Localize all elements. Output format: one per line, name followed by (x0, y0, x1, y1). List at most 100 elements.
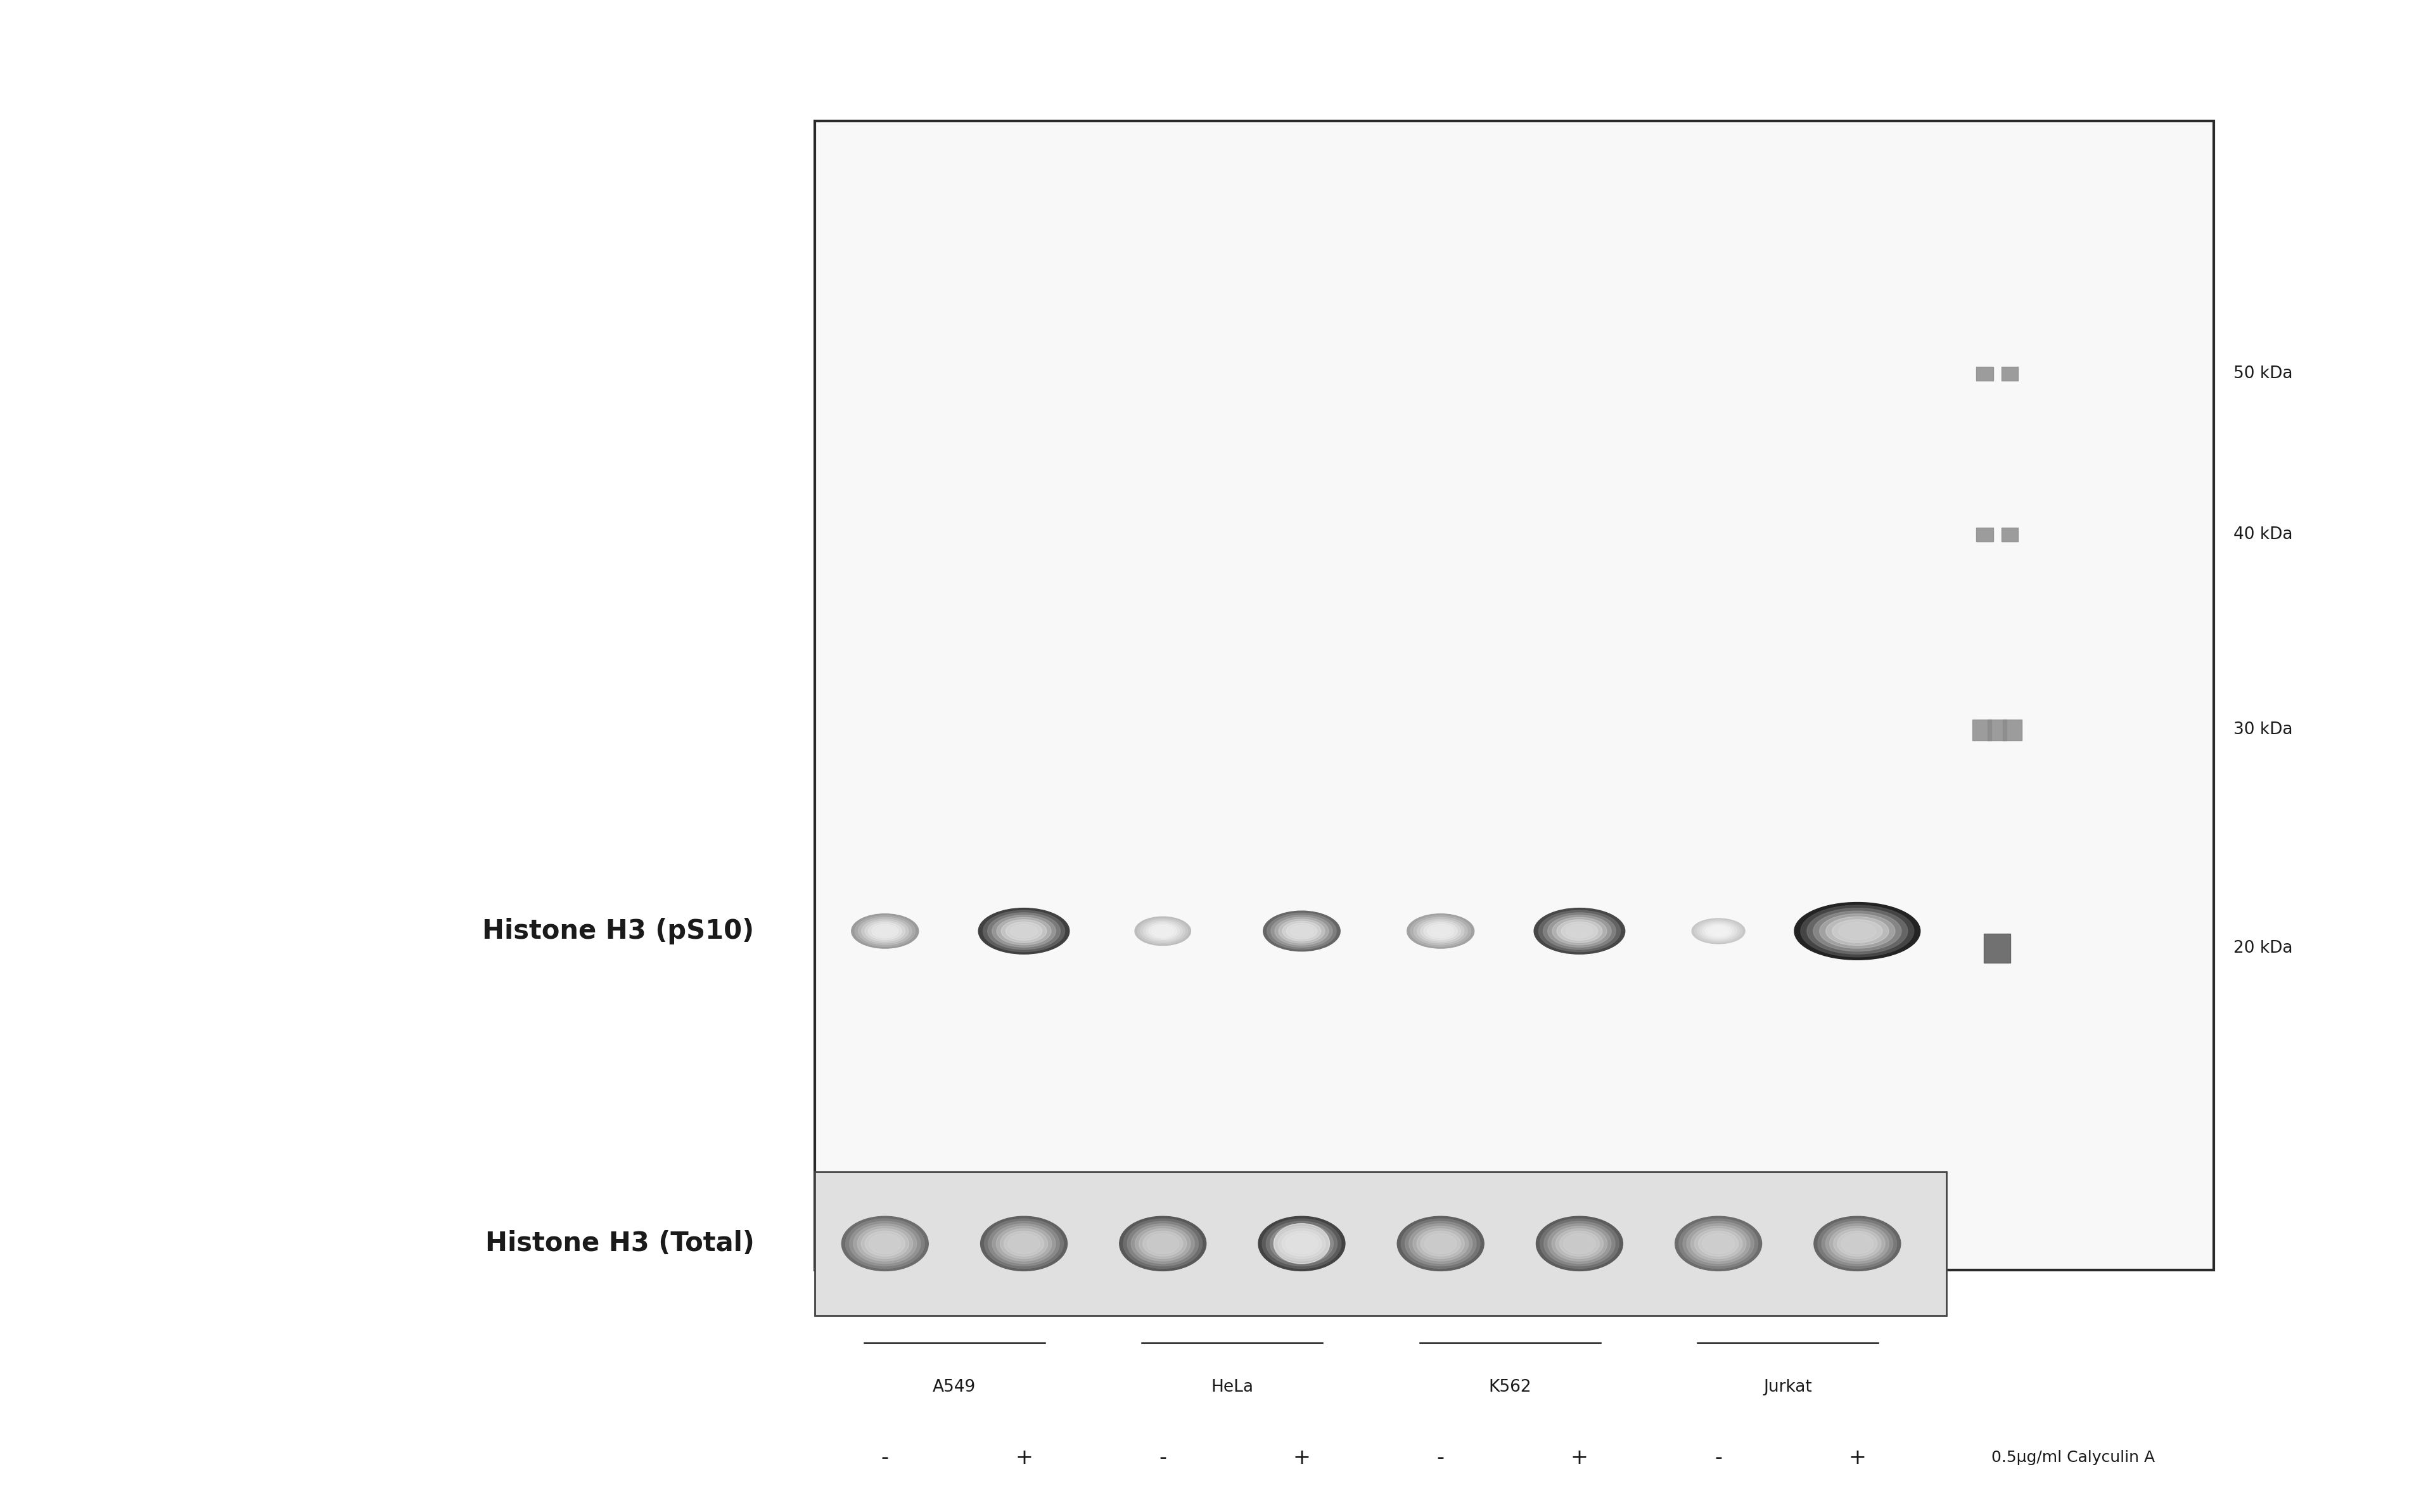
Ellipse shape (1540, 1219, 1618, 1269)
Ellipse shape (1007, 1234, 1039, 1253)
Ellipse shape (1148, 924, 1178, 939)
Ellipse shape (1545, 1222, 1616, 1266)
Ellipse shape (869, 1234, 900, 1253)
Ellipse shape (1698, 921, 1740, 940)
Ellipse shape (980, 1216, 1068, 1272)
Ellipse shape (1282, 1231, 1321, 1256)
Ellipse shape (1535, 909, 1625, 954)
Ellipse shape (1287, 922, 1316, 939)
Ellipse shape (1000, 919, 1046, 942)
Ellipse shape (1275, 1226, 1328, 1261)
Text: Histone H3 (pS10): Histone H3 (pS10) (482, 918, 754, 945)
Bar (815, 121, 2214, 1270)
Ellipse shape (1275, 1223, 1331, 1264)
Ellipse shape (1428, 924, 1455, 937)
Ellipse shape (1706, 925, 1732, 937)
Text: +: + (1572, 1447, 1589, 1468)
Ellipse shape (1703, 1234, 1735, 1253)
Ellipse shape (1552, 918, 1606, 945)
Ellipse shape (1547, 1223, 1611, 1264)
Bar (2002, 528, 2019, 541)
Ellipse shape (1282, 921, 1321, 940)
Ellipse shape (1839, 922, 1876, 940)
Ellipse shape (876, 925, 895, 936)
Ellipse shape (1552, 1226, 1608, 1261)
Ellipse shape (1815, 1216, 1900, 1272)
Ellipse shape (985, 1219, 1063, 1269)
Text: -: - (881, 1447, 888, 1468)
Ellipse shape (1543, 913, 1616, 950)
Ellipse shape (1686, 1223, 1749, 1264)
Ellipse shape (978, 909, 1071, 954)
Ellipse shape (854, 916, 915, 947)
Ellipse shape (1703, 924, 1735, 939)
Ellipse shape (1119, 1216, 1207, 1272)
Ellipse shape (1146, 1234, 1180, 1253)
Ellipse shape (1124, 1219, 1202, 1269)
Ellipse shape (1397, 1216, 1484, 1272)
Ellipse shape (1416, 919, 1465, 943)
Ellipse shape (1825, 916, 1888, 945)
Ellipse shape (1005, 1231, 1044, 1256)
Ellipse shape (1820, 913, 1895, 948)
Ellipse shape (1134, 916, 1190, 945)
Bar (2002, 367, 2019, 381)
Ellipse shape (1674, 1216, 1761, 1272)
Ellipse shape (1414, 1226, 1470, 1261)
Ellipse shape (1401, 1219, 1479, 1269)
Ellipse shape (849, 1222, 920, 1266)
Ellipse shape (1426, 1234, 1457, 1253)
Ellipse shape (1830, 1226, 1886, 1261)
Ellipse shape (1564, 1234, 1596, 1253)
Ellipse shape (1691, 918, 1744, 943)
Text: Jurkat: Jurkat (1764, 1379, 1813, 1396)
Ellipse shape (1693, 919, 1742, 942)
Bar (1983, 934, 2010, 963)
Ellipse shape (1414, 918, 1467, 945)
Text: K562: K562 (1489, 1379, 1530, 1396)
Ellipse shape (988, 913, 1061, 950)
Ellipse shape (995, 1226, 1051, 1261)
Bar (815, 1172, 1946, 1315)
Ellipse shape (1404, 1222, 1477, 1266)
Ellipse shape (1693, 1229, 1742, 1258)
Ellipse shape (1431, 925, 1450, 936)
Ellipse shape (1793, 903, 1920, 960)
Ellipse shape (988, 1222, 1058, 1266)
Ellipse shape (1557, 919, 1603, 942)
Ellipse shape (1416, 1229, 1465, 1258)
Text: -: - (1158, 1447, 1165, 1468)
Ellipse shape (1126, 1222, 1199, 1266)
Ellipse shape (856, 1226, 912, 1261)
Ellipse shape (993, 1223, 1056, 1264)
Text: -: - (1715, 1447, 1723, 1468)
Text: HeLa: HeLa (1212, 1379, 1253, 1396)
Bar (1988, 720, 2007, 741)
Ellipse shape (1141, 919, 1185, 942)
Ellipse shape (1679, 1219, 1759, 1269)
Ellipse shape (1421, 1231, 1460, 1256)
Ellipse shape (1538, 910, 1620, 951)
Ellipse shape (1560, 1231, 1598, 1256)
Ellipse shape (1701, 922, 1737, 940)
Ellipse shape (1813, 910, 1900, 951)
Ellipse shape (1139, 918, 1187, 943)
Bar (1976, 367, 1993, 381)
Text: +: + (1015, 1447, 1032, 1468)
Ellipse shape (1275, 916, 1328, 945)
Ellipse shape (1837, 1231, 1878, 1256)
Ellipse shape (861, 1229, 910, 1258)
Text: +: + (1849, 1447, 1866, 1468)
Ellipse shape (1421, 921, 1460, 942)
Text: A549: A549 (932, 1379, 976, 1396)
Ellipse shape (871, 924, 898, 937)
Ellipse shape (1698, 1231, 1737, 1256)
Ellipse shape (1265, 1222, 1338, 1266)
Ellipse shape (1270, 915, 1333, 947)
Ellipse shape (1691, 1226, 1747, 1261)
Ellipse shape (1535, 1216, 1623, 1272)
Ellipse shape (1562, 922, 1598, 940)
Ellipse shape (1258, 1216, 1345, 1272)
Ellipse shape (1708, 925, 1730, 936)
Ellipse shape (847, 1219, 925, 1269)
